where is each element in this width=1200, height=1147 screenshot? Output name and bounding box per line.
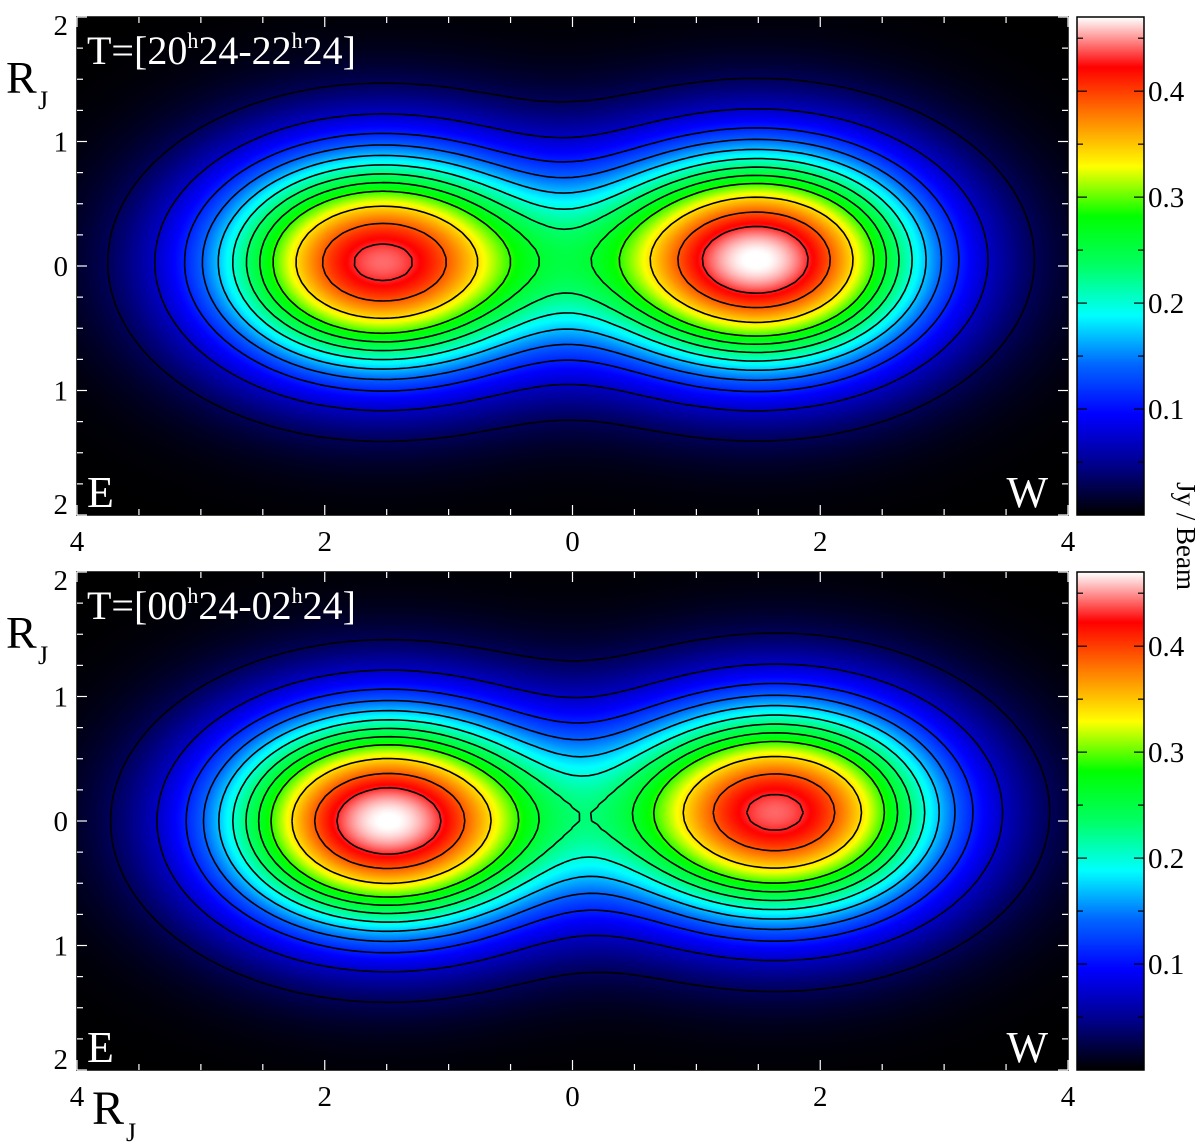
colorbar-tick-label: 0.1 xyxy=(1148,394,1184,426)
colorbar-tick-label: 0.4 xyxy=(1148,631,1185,663)
x-tick-label: 2 xyxy=(318,1081,333,1113)
colorbar-tick-label: 0.3 xyxy=(1148,737,1184,769)
x-tick-label: 0 xyxy=(565,1081,580,1113)
y-tick-label: 0 xyxy=(54,251,69,283)
x-tick-label: 4 xyxy=(70,526,85,558)
y-tick-label: 2 xyxy=(54,10,69,42)
colorbar-gradient xyxy=(1077,572,1144,1070)
x-tick-label: 2 xyxy=(813,526,828,558)
y-axis-label: R xyxy=(6,607,37,658)
x-tick-label: 4 xyxy=(1061,526,1076,558)
heatmap-image xyxy=(77,17,1068,515)
x-axis-label: R xyxy=(92,1082,124,1135)
colorbar-tick-label: 0.1 xyxy=(1148,949,1184,981)
colorbar-tick-label: 0.2 xyxy=(1148,843,1184,875)
x-axis-label-sub: J xyxy=(126,1118,136,1147)
y-tick-label: 2 xyxy=(54,489,69,521)
colorbar-tick-label: 0.2 xyxy=(1148,288,1184,320)
y-tick-label: 2 xyxy=(54,1044,69,1076)
y-tick-label: 1 xyxy=(54,127,69,159)
y-axis-label: R xyxy=(6,52,37,103)
x-tick-label: 2 xyxy=(318,526,333,558)
y-tick-label: 0 xyxy=(54,806,69,838)
heatmap-canvas-top xyxy=(77,17,1068,515)
x-tick-label: 4 xyxy=(1061,1081,1076,1113)
y-axis-label-sub: J xyxy=(38,641,48,670)
colorbar-label: Jy / Beam xyxy=(1171,482,1200,590)
colorbar-tick-label: 0.3 xyxy=(1148,182,1184,214)
colorbar-canvas-bottom xyxy=(1077,572,1144,1070)
y-tick-label: 1 xyxy=(54,931,69,963)
colorbar-gradient xyxy=(1077,17,1144,515)
x-tick-label: 4 xyxy=(70,1081,85,1113)
colorbar-tick-label: 0.4 xyxy=(1148,76,1185,108)
y-tick-label: 1 xyxy=(54,376,69,408)
heatmap-canvas-bottom xyxy=(77,572,1068,1070)
y-tick-label: 2 xyxy=(54,565,69,597)
colorbar-canvas-top xyxy=(1077,17,1144,515)
x-tick-label: 2 xyxy=(813,1081,828,1113)
y-axis-label-sub: J xyxy=(38,86,48,115)
y-tick-label: 1 xyxy=(54,682,69,714)
heatmap-image xyxy=(77,572,1068,1070)
x-tick-label: 0 xyxy=(565,526,580,558)
